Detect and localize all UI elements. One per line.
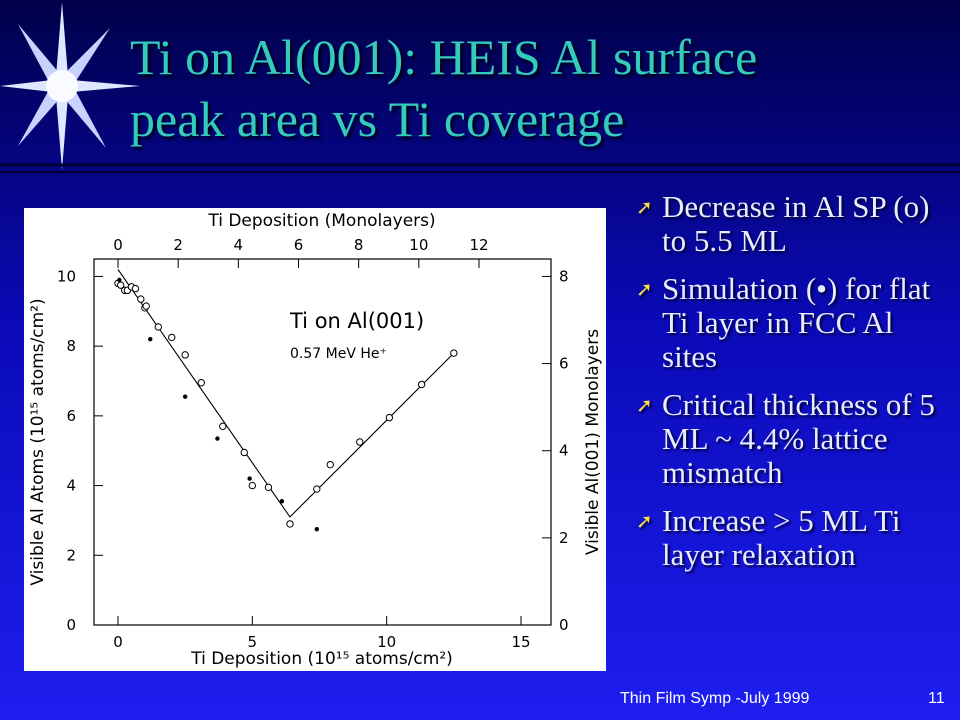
- open-circle-point: [326, 460, 334, 469]
- y-tick-label: 8: [66, 337, 76, 355]
- open-circle-point: [417, 380, 426, 389]
- divider: [0, 163, 960, 173]
- filled-dot-point: [314, 526, 320, 532]
- open-circle-point: [142, 302, 150, 310]
- right-tick-label: 8: [559, 267, 569, 285]
- bullet-text: Increase > 5 ML Ti layer relaxation: [662, 503, 901, 572]
- y-tick-label: 4: [66, 477, 76, 495]
- plot-frame: [93, 258, 552, 626]
- left-axis-title: Visible Al Atoms (10¹⁵ atoms/cm²): [28, 298, 48, 585]
- top-tick-label: 4: [234, 236, 244, 254]
- open-circle-point: [450, 349, 458, 357]
- bullet-list: ➚ Decrease in Al SP (o) to 5.5 ML ➚ Simula…: [636, 190, 946, 586]
- open-circle-point: [313, 485, 321, 493]
- bullet-text: Decrease in Al SP (o) to 5.5 ML: [662, 189, 930, 258]
- top-tick-label: 0: [113, 236, 123, 254]
- open-circle-point: [168, 333, 176, 342]
- open-circle-point: [137, 295, 145, 303]
- open-circle-point: [219, 422, 227, 431]
- top-tick-label: 6: [294, 236, 304, 254]
- x-tick-label: 0: [113, 633, 123, 651]
- bullet-item: ➚ Critical thickness of 5 ML ~ 4.4% latti…: [636, 388, 946, 490]
- bullet-item: ➚ Simulation (•) for flat Ti layer in FCC…: [636, 272, 946, 374]
- right-tick-label: 0: [559, 616, 569, 634]
- chart-panel: 0 5 10 15 0 2 4 6 8 10 12 0 2 4 6 8 10 0 2 4 6 8 Ti Depositio…: [24, 208, 606, 671]
- footer-text: Thin Film Symp -July 1999: [620, 690, 810, 707]
- y-tick-label: 0: [66, 616, 76, 634]
- bullet-arrow-icon: ➚: [636, 509, 653, 533]
- bullet-text: Simulation (•) for flat Ti layer in FCC …: [662, 271, 931, 374]
- top-tick-label: 8: [354, 236, 364, 254]
- open-circle-point: [286, 520, 294, 528]
- top-tick-label: 12: [469, 236, 488, 254]
- right-tick-label: 6: [559, 355, 569, 373]
- open-circle-point: [248, 481, 257, 490]
- title-line-2: peak area vs Ti coverage: [130, 91, 625, 147]
- bullet-item: ➚ Increase > 5 ML Ti layer relaxation: [636, 504, 946, 572]
- y-tick-label: 2: [66, 546, 76, 564]
- chart-annotation-beam: 0.57 MeV He⁺: [290, 346, 387, 362]
- filled-dot-point: [182, 394, 188, 399]
- open-circle-point: [385, 413, 394, 422]
- chart-annotation: Ti on Al(001): [289, 309, 424, 333]
- x-tick-label: 15: [511, 633, 530, 651]
- filled-dot-point: [148, 336, 153, 342]
- open-circle-point: [116, 281, 125, 289]
- right-tick-label: 2: [559, 529, 569, 547]
- x-tick-label: 5: [248, 633, 258, 651]
- filled-dot-point: [279, 499, 285, 504]
- filled-dot-point: [117, 277, 122, 283]
- open-circle-point: [154, 323, 163, 331]
- bullet-text: Critical thickness of 5 ML ~ 4.4% lattic…: [662, 387, 935, 490]
- title-line-1: Ti on Al(001): HEIS Al surface: [130, 29, 758, 85]
- y-tick-label: 6: [66, 407, 76, 425]
- open-circle-point: [181, 351, 189, 359]
- page-number: 11: [928, 690, 945, 707]
- x-tick-label: 10: [377, 633, 396, 651]
- bottom-axis-title: Ti Deposition (10¹⁵ atoms/cm²): [190, 649, 453, 669]
- open-circle-point: [131, 284, 140, 293]
- bullet-arrow-icon: ➚: [636, 195, 653, 219]
- slide-title: Ti on Al(001): HEIS Al surface peak area…: [130, 26, 930, 150]
- y-tick-label: 10: [57, 267, 76, 285]
- open-circle-point: [197, 379, 205, 387]
- filled-dot-point: [247, 476, 252, 481]
- right-tick-label: 4: [559, 442, 569, 460]
- fit-line: [117, 269, 455, 518]
- top-tick-label: 10: [409, 236, 428, 254]
- open-circle-point: [264, 483, 273, 492]
- top-axis-title: Ti Deposition (Monolayers): [207, 211, 435, 231]
- right-axis-title: Visible Al(001) Monolayers: [583, 329, 603, 555]
- scatter-chart: 0 5 10 15 0 2 4 6 8 10 12 0 2 4 6 8 10 0 2 4 6 8 Ti Depositio…: [28, 211, 603, 669]
- open-circle-point: [240, 448, 248, 457]
- bullet-arrow-icon: ➚: [636, 393, 653, 417]
- bullet-item: ➚ Decrease in Al SP (o) to 5.5 ML: [636, 190, 946, 258]
- star-burst-icon: [0, 2, 140, 170]
- filled-dot-point: [215, 436, 220, 441]
- open-circle-point: [356, 438, 364, 446]
- bullet-arrow-icon: ➚: [636, 277, 653, 301]
- top-tick-label: 2: [173, 236, 183, 254]
